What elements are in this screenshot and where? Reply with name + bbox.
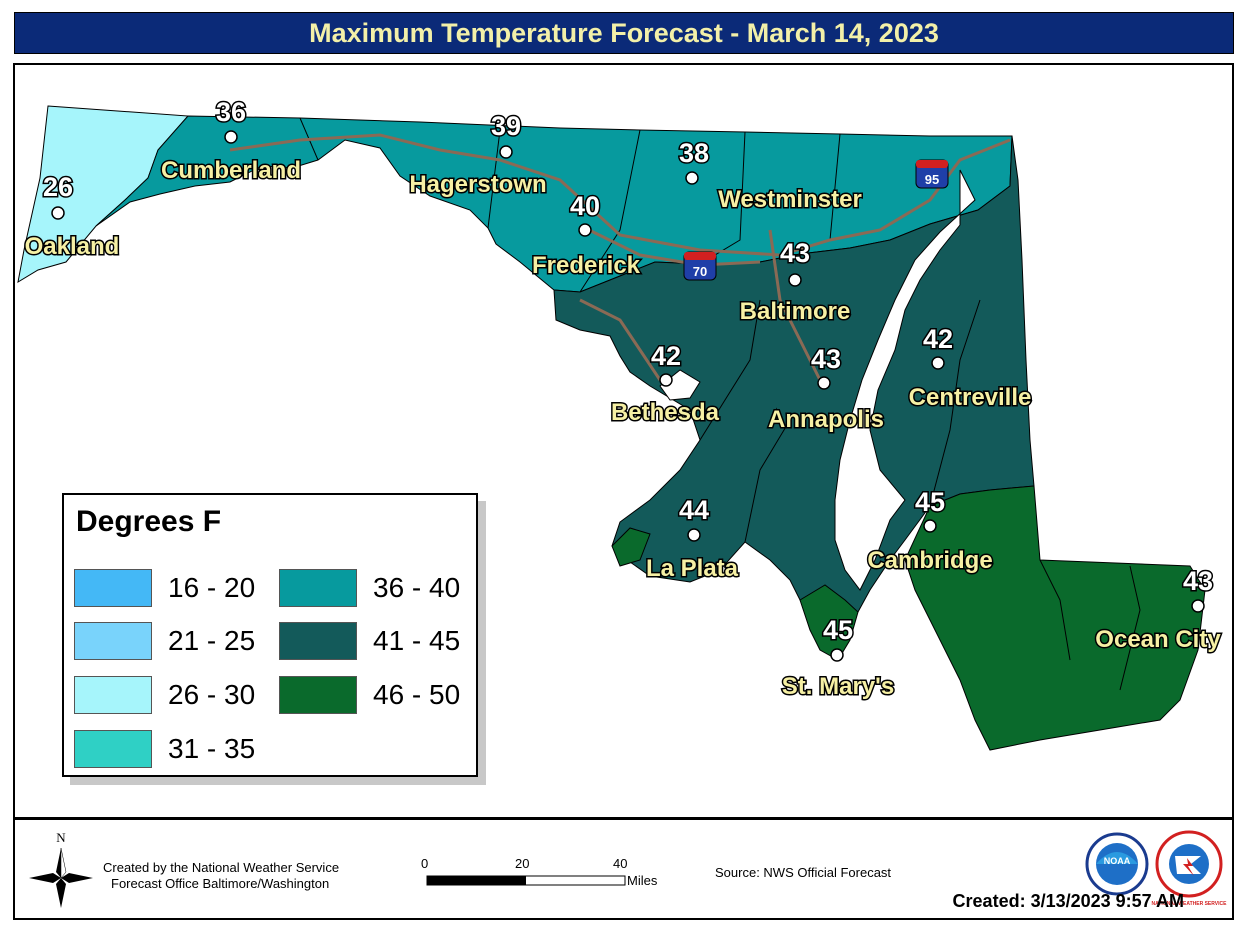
marker-stmarys (830, 648, 844, 662)
city-laplata: La Plata (646, 555, 739, 582)
temp-oceancity: 43 (1183, 566, 1213, 596)
temp-laplata: 44 (679, 495, 709, 525)
legend-swatch (74, 730, 152, 768)
temp-oakland: 26 (43, 172, 73, 202)
legend-swatch (279, 622, 357, 660)
city-bethesda: Bethesda (611, 399, 720, 426)
legend-item: 21 - 25 (74, 622, 255, 660)
highways (229, 133, 1011, 381)
temp-annapolis: 43 (811, 344, 841, 374)
scale-bar (426, 875, 626, 886)
temp-hagerstown: 39 (491, 111, 521, 141)
marker-centreville (931, 356, 945, 370)
legend-swatch (74, 676, 152, 714)
legend-item: 31 - 35 (74, 730, 255, 768)
city-centreville: Centreville (909, 384, 1032, 411)
legend-label: 31 - 35 (168, 733, 256, 764)
map-title: Maximum Temperature Forecast - March 14,… (309, 17, 939, 48)
legend-label: 21 - 25 (168, 625, 256, 656)
svg-text:NATIONAL WEATHER SERVICE: NATIONAL WEATHER SERVICE (1152, 901, 1228, 907)
marker-frederick (578, 223, 592, 237)
marker-bethesda (659, 373, 673, 387)
marker-annapolis (817, 376, 831, 390)
marker-westminster (685, 171, 699, 185)
county-lines (299, 117, 1141, 691)
city-frederick: Frederick (532, 252, 641, 279)
source-text: Source: NWS Official Forecast (715, 865, 892, 880)
footer-graphics: N NOAA NATIONAL WEATHER SERVICE (29, 830, 1228, 908)
legend-label: 36 - 40 (373, 572, 461, 603)
temp-cumberland: 36 (216, 97, 246, 127)
marker-hagerstown (499, 145, 513, 159)
city-markers (51, 130, 1205, 662)
legend-label: 41 - 45 (373, 625, 461, 656)
temp-frederick: 40 (570, 191, 600, 221)
legend-item: 46 - 50 (279, 676, 460, 714)
temp-westminster: 38 (679, 138, 709, 168)
marker-baltimore (788, 273, 802, 287)
city-hagerstown: Hagerstown (409, 171, 546, 198)
temp-bethesda: 42 (651, 341, 681, 371)
legend-label: 16 - 20 (168, 572, 256, 603)
city-stmarys: St. Mary's (782, 673, 894, 700)
scale-label-40: 40 (613, 856, 628, 871)
city-oakland: Oakland (25, 233, 120, 260)
city-annapolis: Annapolis (768, 406, 884, 433)
i70-shield: 70 (683, 251, 717, 281)
chesapeake-bay (834, 169, 976, 591)
map-title-bar: Maximum Temperature Forecast - March 14,… (14, 12, 1234, 54)
marker-oakland (51, 206, 65, 220)
svg-text:95: 95 (925, 172, 939, 187)
legend-item: 26 - 30 (74, 676, 255, 714)
legend-item: 41 - 45 (279, 622, 460, 660)
legend-swatch (279, 676, 357, 714)
credit-line-2: Forecast Office Baltimore/Washington (111, 876, 330, 891)
temp-centreville: 42 (923, 324, 953, 354)
temp-baltimore: 43 (780, 238, 810, 268)
region-charles-green (611, 527, 651, 567)
legend-item: 16 - 20 (74, 569, 255, 607)
marker-laplata (687, 528, 701, 542)
region-central-dark (553, 135, 1035, 621)
temp-cambridge: 45 (915, 487, 945, 517)
legend-swatch (74, 569, 152, 607)
city-baltimore: Baltimore (740, 298, 851, 325)
footer: N NOAA NATIONAL WEATHER SERVICE (13, 818, 1234, 920)
scale-unit: Miles (627, 873, 658, 888)
city-westminster: Westminster (718, 186, 862, 213)
legend-swatch (74, 622, 152, 660)
north-arrow-icon: N (29, 830, 93, 908)
legend-label: 26 - 30 (168, 679, 256, 710)
city-oceancity: Ocean City (1095, 626, 1221, 653)
legend: Degrees F 16 - 20 21 - 25 26 - 30 31 - 3… (62, 493, 478, 777)
credit-line-1: Created by the National Weather Service (103, 860, 340, 875)
scale-label-20: 20 (515, 856, 530, 871)
city-cumberland: Cumberland (161, 157, 301, 184)
legend-title: Degrees F (76, 505, 222, 538)
svg-text:NOAA: NOAA (1104, 856, 1131, 866)
dc-notch (659, 369, 701, 401)
legend-item: 36 - 40 (279, 569, 460, 607)
scale-label-0: 0 (421, 856, 429, 871)
marker-cambridge (923, 519, 937, 533)
region-lower-shore-green (904, 485, 1206, 751)
region-stmarys-green (799, 584, 859, 661)
marker-oceancity (1191, 599, 1205, 613)
marker-cumberland (224, 130, 238, 144)
legend-label: 46 - 50 (373, 679, 461, 710)
i95-shield: 95 (915, 159, 949, 189)
city-cambridge: Cambridge (867, 547, 992, 574)
svg-text:N: N (56, 830, 66, 845)
noaa-logo-icon: NOAA (1085, 832, 1149, 896)
svg-text:70: 70 (693, 264, 707, 279)
nws-logo-icon: NATIONAL WEATHER SERVICE (1152, 830, 1228, 907)
created-timestamp: Created: 3/13/2023 9:57 AM (952, 891, 1184, 911)
temp-stmarys: 45 (823, 615, 853, 645)
legend-swatch (279, 569, 357, 607)
